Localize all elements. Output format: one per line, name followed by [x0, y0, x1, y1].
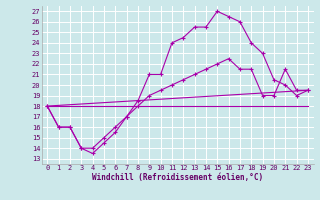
- X-axis label: Windchill (Refroidissement éolien,°C): Windchill (Refroidissement éolien,°C): [92, 173, 263, 182]
